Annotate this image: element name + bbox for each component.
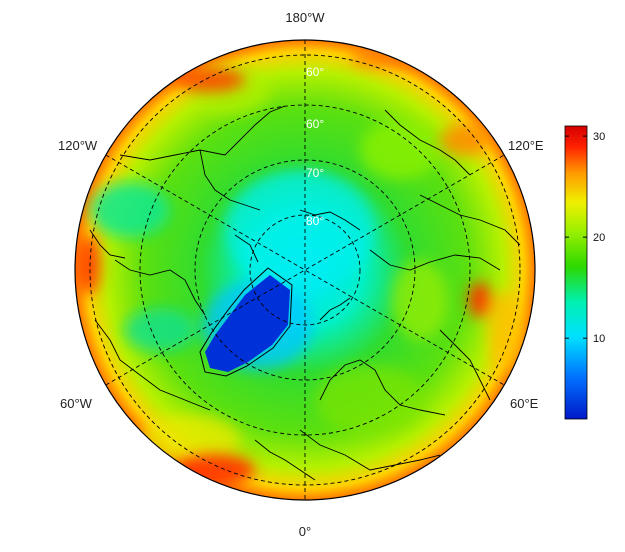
lon-label-upper-right: 120°E	[508, 138, 544, 153]
lon-label-lower-right: 60°E	[510, 396, 539, 411]
lat-label-outer: 60°	[306, 65, 324, 79]
coastlines	[89, 105, 521, 481]
greenland-outline	[199, 267, 293, 377]
colorbar-tick-label: 10	[593, 333, 605, 345]
colorbar-tick-label: 30	[593, 131, 605, 143]
lon-label-top: 180°W	[285, 10, 325, 25]
hot-spots	[76, 48, 523, 486]
greenland-low-region	[205, 275, 290, 372]
graticule	[89, 40, 521, 500]
lon-label-upper-left: 120°W	[58, 138, 98, 153]
lon-label-lower-left: 60°W	[60, 396, 93, 411]
lat-label-60: 60°	[306, 117, 324, 131]
colorbar-ticks: 10 20 30	[565, 131, 605, 345]
colorbar-scale	[564, 125, 588, 420]
lat-label-70: 70°	[306, 166, 324, 180]
map-boundary	[74, 39, 536, 501]
colorbar: 10 20 30	[564, 125, 605, 420]
lat-label-80: 80°	[306, 214, 324, 228]
map-disc	[75, 40, 535, 500]
colorbar-tick-label: 20	[593, 232, 605, 244]
lon-label-bottom: 0°	[299, 524, 311, 539]
